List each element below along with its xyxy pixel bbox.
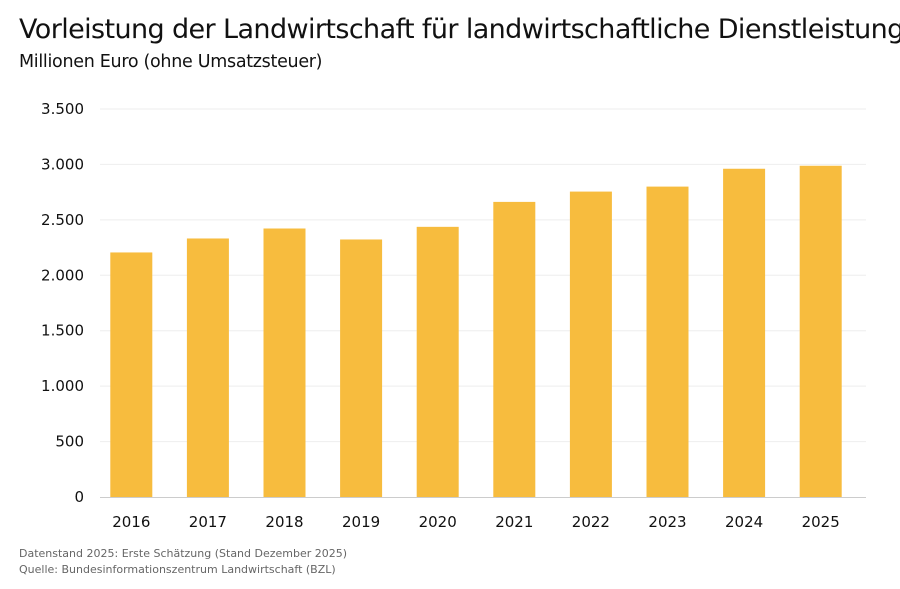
bar-2018 (263, 228, 306, 497)
source-note: Quelle: Bundesinformationszentrum Landwi… (19, 563, 336, 576)
x-tick-label: 2025 (802, 513, 840, 531)
bar-2024 (723, 168, 766, 497)
x-tick-label: 2022 (572, 513, 610, 531)
y-tick-label: 500 (55, 433, 84, 451)
chart-subtitle: Millionen Euro (ohne Umsatzsteuer) (19, 52, 323, 72)
y-tick-label: 2.000 (41, 266, 84, 284)
y-tick-label: 1.500 (41, 322, 84, 340)
y-tick-label: 1.000 (41, 377, 84, 395)
y-tick-label: 3.000 (41, 155, 84, 173)
x-tick-label: 2021 (495, 513, 533, 531)
footnote: Datenstand 2025: Erste Schätzung (Stand … (19, 547, 348, 560)
bar-2025 (799, 165, 842, 497)
y-tick-label: 0 (74, 488, 84, 506)
bar-2017 (186, 238, 229, 497)
x-tick-label: 2023 (648, 513, 686, 531)
bar-2019 (340, 239, 383, 497)
x-tick-label: 2019 (342, 513, 380, 531)
x-tick-label: 2017 (189, 513, 227, 531)
chart-title: Vorleistung der Landwirtschaft für landw… (19, 14, 900, 45)
y-tick-label: 3.500 (41, 100, 84, 118)
x-tick-label: 2020 (419, 513, 457, 531)
bar-2022 (569, 191, 612, 498)
y-tick-label: 2.500 (41, 211, 84, 229)
x-tick-label: 2024 (725, 513, 763, 531)
x-tick-label: 2018 (265, 513, 303, 531)
bar-2016 (110, 252, 153, 497)
bar-2023 (646, 186, 689, 497)
bar-2021 (493, 201, 536, 497)
x-tick-label: 2016 (112, 513, 150, 531)
bar-2020 (416, 226, 459, 498)
